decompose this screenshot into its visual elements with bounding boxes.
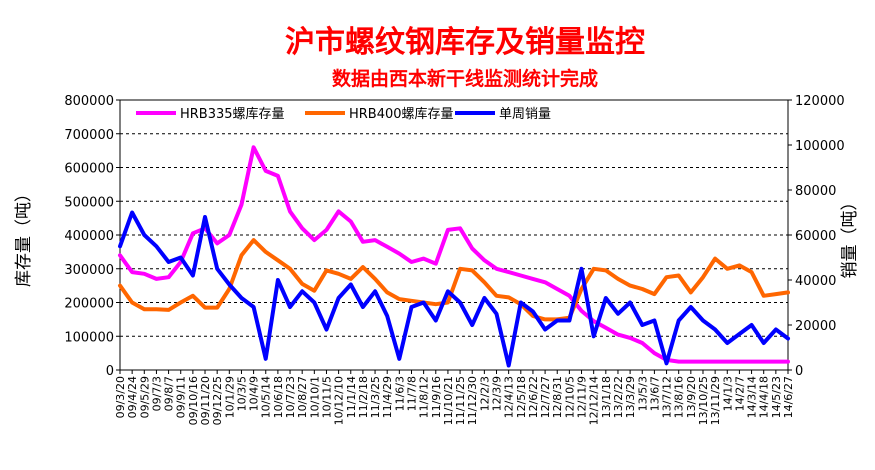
x-tick-label: 13/2/22 xyxy=(612,376,625,418)
x-tick-label: 12/5/18 xyxy=(515,376,528,418)
x-tick-label: 13/3/29 xyxy=(624,376,637,418)
y-left-tick-label: 100000 xyxy=(64,330,114,345)
x-tick-label: 10/8/27 xyxy=(296,376,309,418)
x-tick-label: 12/7/27 xyxy=(539,376,552,418)
x-tick-label: 10/7/23 xyxy=(284,376,297,418)
y-left-tick-label: 600000 xyxy=(64,162,114,177)
x-tick-label: 14/3/14 xyxy=(746,376,759,418)
x-tick-label: 09/9/11 xyxy=(175,376,188,418)
x-tick-label: 13/10/25 xyxy=(697,376,710,425)
legend-label-2: HRB400螺库存量 xyxy=(349,106,454,122)
x-tick-label: 09/12/25 xyxy=(211,376,224,425)
x-tick-label: 12/8/31 xyxy=(551,376,564,418)
x-tick-label: 10/5/14 xyxy=(260,376,273,418)
x-tick-label: 11/10/21 xyxy=(442,376,455,425)
x-tick-label: 12/4/13 xyxy=(503,376,516,418)
y-right-label: 销量（吨） xyxy=(840,194,860,279)
x-tick-label: 10/1/29 xyxy=(223,376,236,418)
legend-label-1: HRB335螺库存量 xyxy=(180,106,285,122)
x-tick-label: 11/3/25 xyxy=(369,376,382,418)
x-tick-label: 14/2/7 xyxy=(733,376,746,411)
x-tick-label: 12/6/22 xyxy=(527,376,540,418)
y-left-tick-label: 500000 xyxy=(64,195,114,210)
x-tick-label: 11/8/12 xyxy=(418,376,431,418)
x-tick-label: 12/2/3 xyxy=(478,376,491,411)
x-tick-label: 11/2/18 xyxy=(357,376,370,418)
y-right-tick-label: 40000 xyxy=(795,274,836,289)
x-tick-label: 12/12/14 xyxy=(588,376,601,425)
x-tick-label: 10/10/1 xyxy=(308,376,321,418)
x-tick-label: 11/4/29 xyxy=(381,376,394,418)
y-right-tick-label: 100000 xyxy=(795,139,845,154)
x-tick-label: 09/8/7 xyxy=(163,376,176,411)
x-tick-label: 09/11/20 xyxy=(199,376,212,425)
x-tick-label: 14/6/27 xyxy=(782,376,795,418)
x-tick-label: 11/11/25 xyxy=(454,376,467,425)
x-tick-label: 10/11/5 xyxy=(320,376,333,418)
y-right-tick-label: 60000 xyxy=(795,229,836,244)
series-line-3 xyxy=(118,210,790,368)
x-tick-label: 13/7/12 xyxy=(661,376,674,418)
x-tick-label: 13/1/18 xyxy=(600,376,613,418)
x-tick-label: 11/9/16 xyxy=(430,376,443,418)
chart-subtitle: 数据由西本新干线监测统计完成 xyxy=(332,67,598,90)
y-left-tick-label: 300000 xyxy=(64,263,114,278)
x-tick-label: 09/4/24 xyxy=(126,376,139,418)
x-tick-label: 13/9/20 xyxy=(685,376,698,418)
y-left-tick-label: 0 xyxy=(106,364,114,379)
x-tick-label: 14/5/23 xyxy=(770,376,783,418)
y-right-tick-label: 80000 xyxy=(795,184,836,199)
x-tick-label: 13/6/7 xyxy=(648,376,661,411)
x-tick-label: 11/7/8 xyxy=(405,376,418,411)
x-tick-label: 11/1/14 xyxy=(345,376,358,418)
x-tick-label: 10/12/10 xyxy=(333,376,346,425)
x-tick-label: 12/10/5 xyxy=(563,376,576,418)
x-tick-label: 10/3/5 xyxy=(235,376,248,411)
series-line-2 xyxy=(118,238,790,322)
x-tick-label: 14/1/3 xyxy=(721,376,734,411)
x-tick-label: 13/11/29 xyxy=(709,376,722,425)
y-left-label: 库存量（吨） xyxy=(14,185,34,287)
x-tick-label: 12/3/9 xyxy=(491,376,504,411)
x-tick-label: 11/12/30 xyxy=(466,376,479,425)
y-left-tick-label: 400000 xyxy=(64,229,114,244)
x-tick-label: 09/5/29 xyxy=(138,376,151,418)
x-tick-label: 12/11/9 xyxy=(576,376,589,418)
plot-area xyxy=(119,99,789,371)
y-left-tick-label: 800000 xyxy=(64,94,114,109)
x-tick-label: 14/4/18 xyxy=(758,376,771,418)
legend-label-3: 单周销量 xyxy=(499,107,551,122)
y-right-tick-label: 20000 xyxy=(795,319,836,334)
x-tick-label: 09/7/3 xyxy=(150,376,163,411)
chart-title: 沪市螺纹钢库存及销量监控 xyxy=(285,25,645,60)
series-line-1 xyxy=(118,145,790,364)
y-left-tick-label: 700000 xyxy=(64,128,114,143)
x-tick-label: 10/6/18 xyxy=(272,376,285,418)
x-tick-label: 09/3/20 xyxy=(114,376,127,418)
y-right-tick-label: 0 xyxy=(795,364,803,379)
y-left-tick-label: 200000 xyxy=(64,297,114,312)
x-tick-label: 13/5/3 xyxy=(636,376,649,411)
x-tick-label: 10/4/9 xyxy=(248,376,261,411)
x-tick-label: 11/6/3 xyxy=(393,376,406,411)
x-tick-label: 13/8/16 xyxy=(673,376,686,418)
x-tick-label: 09/10/16 xyxy=(187,376,200,425)
y-right-tick-label: 120000 xyxy=(795,94,845,109)
